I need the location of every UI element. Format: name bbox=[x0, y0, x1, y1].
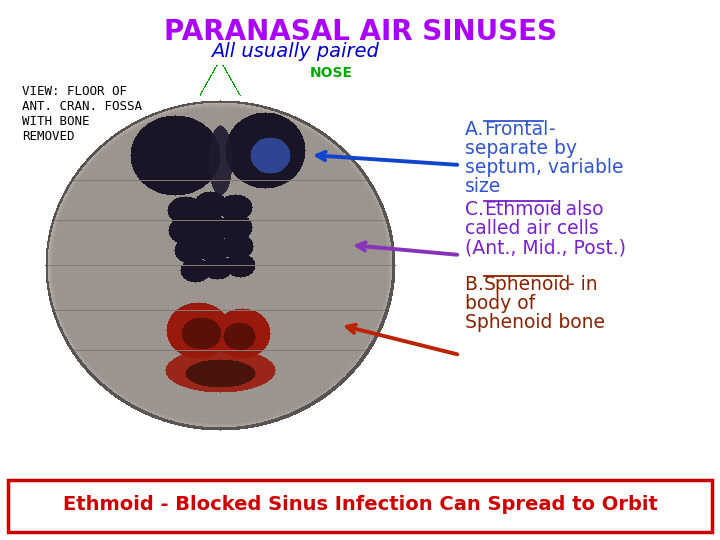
Bar bbox=[8, 480, 712, 532]
Text: VIEW: FLOOR OF
ANT. CRAN. FOSSA
WITH BONE
REMOVED: VIEW: FLOOR OF ANT. CRAN. FOSSA WITH BON… bbox=[22, 85, 142, 143]
Text: Frontal: Frontal bbox=[484, 120, 548, 139]
Text: B.: B. bbox=[465, 275, 490, 294]
Text: Sphenoid: Sphenoid bbox=[484, 275, 572, 294]
Text: size: size bbox=[465, 177, 501, 196]
Text: separate by: separate by bbox=[465, 139, 577, 158]
Text: PARANASAL AIR SINUSES: PARANASAL AIR SINUSES bbox=[163, 18, 557, 46]
Text: Sphenoid bone: Sphenoid bone bbox=[465, 313, 605, 332]
Text: NOSE: NOSE bbox=[310, 66, 353, 80]
Text: Ethmoid: Ethmoid bbox=[484, 200, 562, 219]
Text: body of: body of bbox=[465, 294, 535, 313]
Text: septum, variable: septum, variable bbox=[465, 158, 624, 177]
Text: (Ant., Mid., Post.): (Ant., Mid., Post.) bbox=[465, 238, 626, 257]
Text: A.: A. bbox=[465, 120, 490, 139]
Text: - also: - also bbox=[553, 200, 603, 219]
Text: Ethmoid - Blocked Sinus Infection Can Spread to Orbit: Ethmoid - Blocked Sinus Infection Can Sp… bbox=[63, 496, 657, 515]
Text: All usually paired: All usually paired bbox=[211, 42, 379, 61]
Text: -: - bbox=[543, 120, 556, 139]
Text: C.: C. bbox=[465, 200, 490, 219]
Text: called air cells: called air cells bbox=[465, 219, 599, 238]
Text: - in: - in bbox=[562, 275, 598, 294]
